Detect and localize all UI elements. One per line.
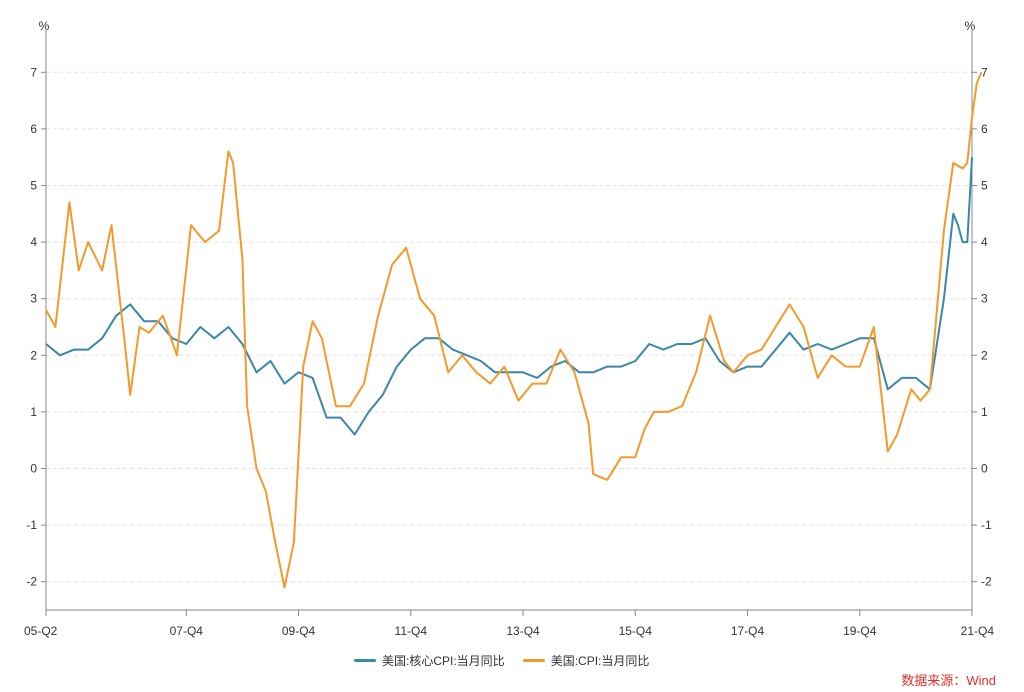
x-tick-label: 07-Q4 (170, 624, 204, 638)
y-tick-label-right: 3 (981, 292, 988, 306)
y-tick-label-right: 1 (981, 405, 988, 419)
y-tick-label-left: -1 (26, 518, 37, 532)
y-tick-label-right: 2 (981, 348, 988, 362)
y-tick-label-left: 6 (30, 122, 37, 136)
y-tick-label-left: 5 (30, 179, 37, 193)
legend-label-core-cpi: 美国:核心CPI:当月同比 (382, 654, 505, 668)
line-chart: -2 -2 -1 -1 0 0 1 1 2 2 3 3 4 4 5 5 6 6 7 7% % 05-Q2 07-Q4 09-Q… (24, 19, 994, 638)
y-tick-label-left: 3 (30, 292, 37, 306)
y-tick-label-right: 6 (981, 122, 988, 136)
x-tick-label: 09-Q4 (282, 624, 316, 638)
series-lines (45, 71, 983, 589)
series-line-cpi (45, 71, 983, 589)
x-tick-label: 13-Q4 (506, 624, 540, 638)
unit-label-left: % (39, 19, 50, 33)
y-tick-label-left: 1 (30, 405, 37, 419)
grid-lines (46, 71, 972, 583)
y-tick-label-right: 7 (981, 65, 988, 79)
x-tick-label: 19-Q4 (843, 624, 877, 638)
y-tick-label-right: -2 (981, 575, 992, 589)
y-tick-label-right: 4 (981, 235, 988, 249)
legend-item-cpi[interactable]: 美国:CPI:当月同比 (522, 652, 650, 669)
y-tick-label-left: 0 (30, 462, 37, 476)
tick-labels: -2 -2 -1 -1 0 0 1 1 2 2 3 3 4 4 5 5 6 6 7 7% % 05-Q2 07-Q4 09-Q… (24, 19, 994, 638)
y-tick-label-right: -1 (981, 518, 992, 532)
legend-swatch-core-cpi (354, 659, 376, 662)
y-tick-label-right: 5 (981, 179, 988, 193)
x-tick-label: 05-Q2 (24, 624, 58, 638)
legend-swatch-cpi (522, 659, 545, 662)
legend-item-core-cpi[interactable]: 美国:核心CPI:当月同比 (354, 652, 505, 669)
y-tick-label-right: 0 (981, 462, 988, 476)
legend: 美国:核心CPI:当月同比 美国:CPI:当月同比 (354, 652, 649, 669)
x-tick-label: 11-Q4 (395, 624, 428, 638)
unit-label-right: % (965, 19, 976, 33)
x-tick-label: 21-Q4 (961, 624, 995, 638)
y-tick-label-left: 4 (30, 235, 37, 249)
y-tick-label-left: 2 (30, 348, 37, 362)
y-tick-label-left: 7 (30, 65, 37, 79)
y-tick-label-left: -2 (26, 575, 37, 589)
series-line-core-cpi (45, 157, 973, 436)
legend-label-cpi: 美国:CPI:当月同比 (550, 654, 650, 668)
x-tick-label: 15-Q4 (619, 624, 653, 638)
data-source-note: 数据来源：Wind (901, 673, 996, 688)
x-tick-label: 17-Q4 (731, 624, 765, 638)
